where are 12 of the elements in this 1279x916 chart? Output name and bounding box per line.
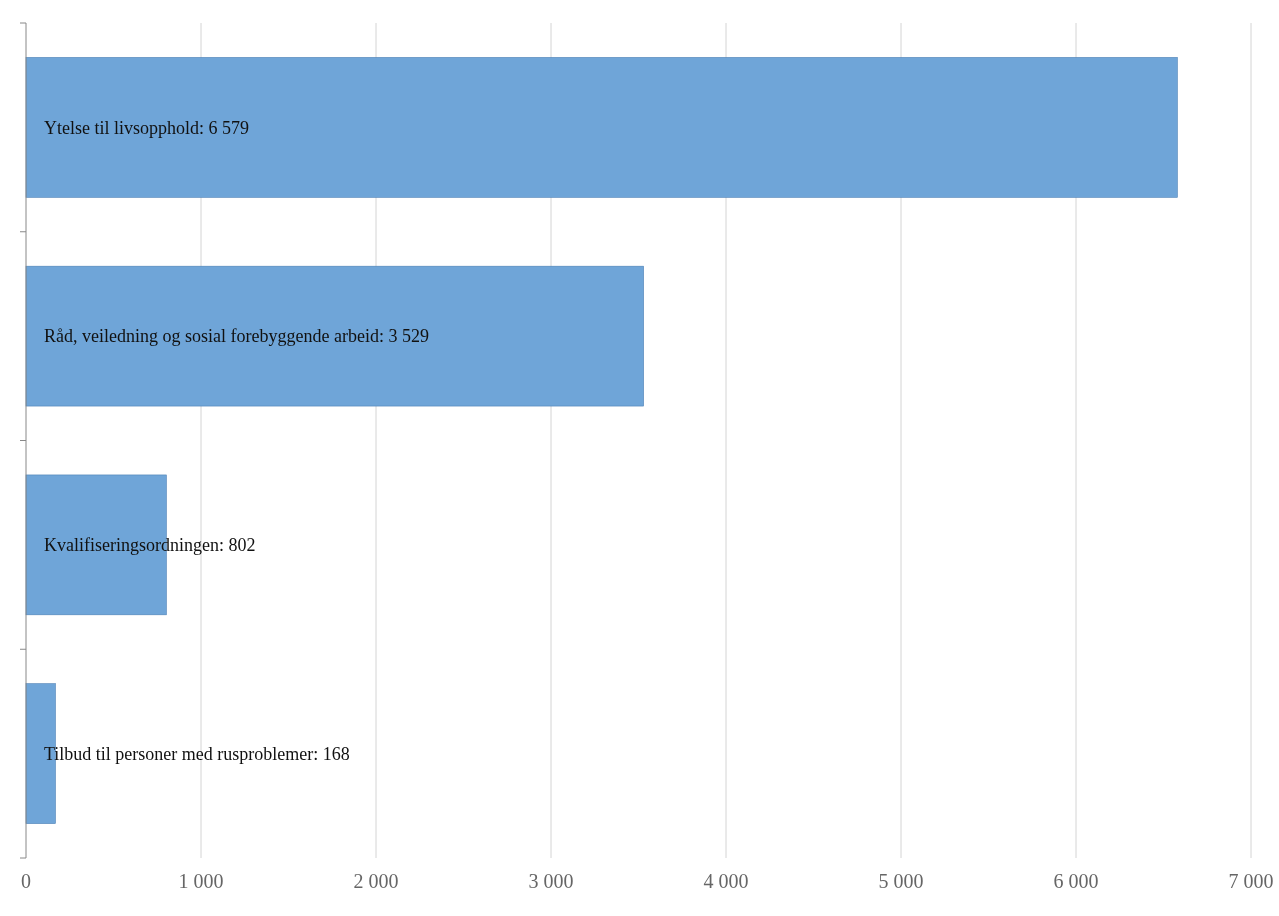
bar: [25, 265, 644, 407]
y-tick-label: Ytelse til livsopphold: 6 579: [44, 117, 249, 138]
x-tick-label: 4 000: [703, 870, 749, 892]
y-tick-label: Råd, veiledning og sosial forebyggende arbeid: 3 529: [44, 326, 429, 347]
x-tick-label: 0: [21, 870, 31, 892]
x-tick-label: 1 000: [178, 870, 224, 892]
x-tick-label: 5 000: [878, 870, 924, 892]
x-tick-label: 3 000: [528, 870, 574, 892]
x-tick-label: 7 000: [1228, 870, 1274, 892]
x-tick-label: 2 000: [353, 870, 399, 892]
x-tick-label: 6 000: [1053, 870, 1099, 892]
bar: [25, 57, 1178, 198]
